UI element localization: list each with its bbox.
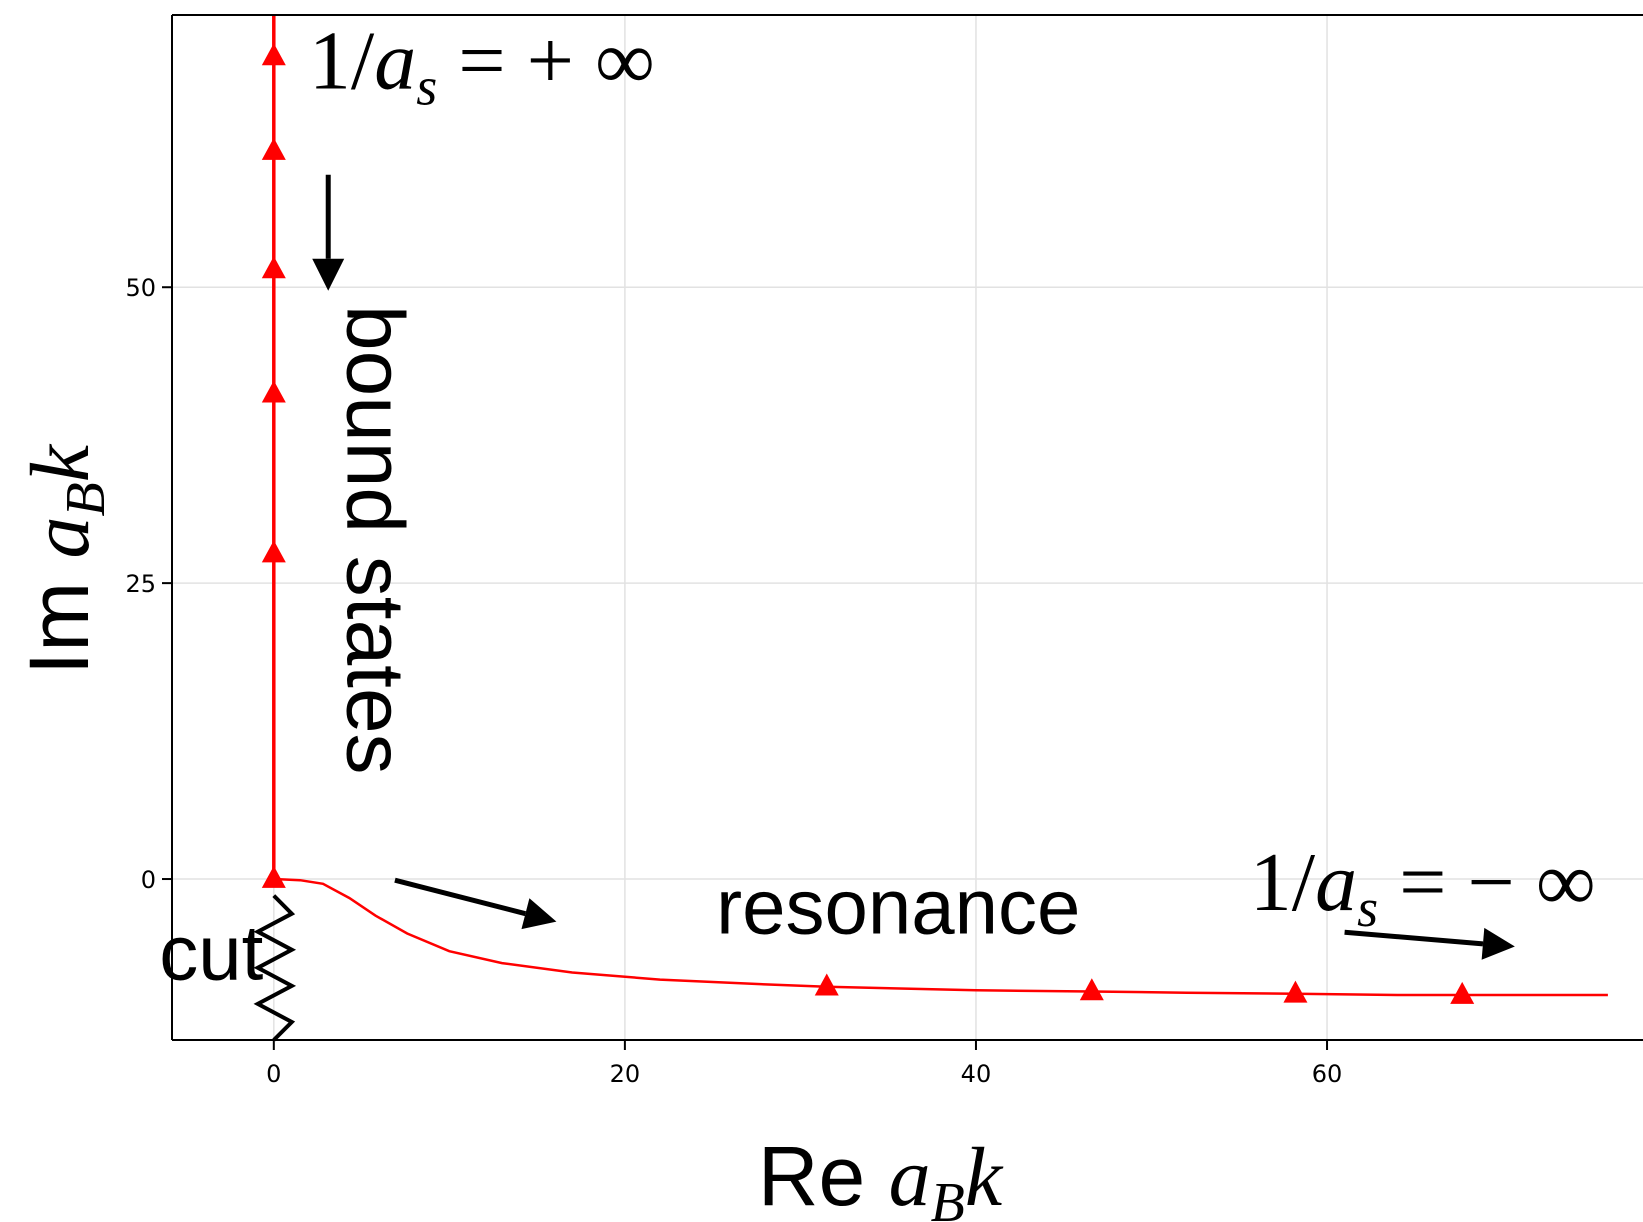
- arrow-1-shaft: [394, 877, 527, 917]
- annotation-resonance: resonance: [716, 862, 1080, 950]
- minus-inf-sub: s: [1357, 878, 1378, 938]
- series-0-marker-5: [261, 865, 286, 888]
- minus-inf-rhs: = − ∞: [1378, 836, 1596, 929]
- arrow-0-head: [312, 258, 345, 291]
- annotation-minus-inf: 1/as = − ∞: [1250, 836, 1596, 938]
- y-tick-label: 25: [125, 570, 156, 598]
- minus-inf-lhs: 1/: [1250, 836, 1316, 929]
- y-label-prefix: Im: [12, 558, 106, 675]
- axes-frame: [171, 14, 1643, 1041]
- plus-inf-var: a: [374, 14, 416, 107]
- annotation-cut: cut: [159, 909, 263, 997]
- annotation-arrows: [312, 174, 1515, 960]
- x-axis-label: Re aBk: [758, 1129, 1004, 1222]
- plus-inf-rhs: = + ∞: [437, 14, 655, 107]
- x-label-sub: B: [931, 1172, 965, 1222]
- series-1-marker-0: [814, 973, 839, 996]
- series-1-marker-3: [1450, 981, 1475, 1004]
- y-label-var: a: [14, 516, 107, 558]
- y-tick-label: 0: [141, 866, 156, 894]
- y-label-sub: B: [55, 482, 117, 516]
- series-layer: [261, 15, 1608, 1004]
- plus-inf-sub: s: [416, 56, 437, 116]
- arrow-1-head: [521, 898, 557, 930]
- series-0-marker-2: [261, 256, 286, 279]
- x-label-var: a: [889, 1131, 931, 1222]
- x-tick-label: 40: [961, 1060, 992, 1088]
- plus-inf-lhs: 1/: [309, 14, 375, 107]
- annotation-plus-inf: 1/as = + ∞: [309, 14, 655, 116]
- branch-cut: [253, 894, 297, 1042]
- y-axis-label: Im aBk: [12, 443, 117, 675]
- x-tick-label: 60: [1312, 1060, 1343, 1088]
- x-label-suffix: k: [965, 1131, 1004, 1222]
- series-0-marker-3: [261, 380, 286, 403]
- annotation-bound-states: bound states: [330, 305, 421, 775]
- arrow-2-shaft: [1344, 929, 1484, 947]
- y-label-suffix: k: [14, 443, 107, 482]
- x-tick-label: 0: [266, 1060, 281, 1088]
- x-label-prefix: Re: [758, 1129, 889, 1222]
- y-tick-label: 50: [125, 274, 156, 302]
- series-1-marker-2: [1283, 980, 1308, 1003]
- minus-inf-var: a: [1315, 836, 1357, 929]
- x-tick-label: 20: [610, 1060, 641, 1088]
- arrow-2-head: [1481, 927, 1515, 960]
- tick-labels: 0 20 40 60 0 25 50: [125, 274, 1342, 1088]
- series-0-marker-1: [261, 137, 286, 160]
- grid-lines: [172, 15, 1643, 1040]
- series-0-marker-4: [261, 540, 286, 563]
- branch-cut-zigzag: [253, 894, 297, 1042]
- series-1-marker-1: [1079, 978, 1104, 1001]
- series-0-marker-0: [261, 43, 286, 66]
